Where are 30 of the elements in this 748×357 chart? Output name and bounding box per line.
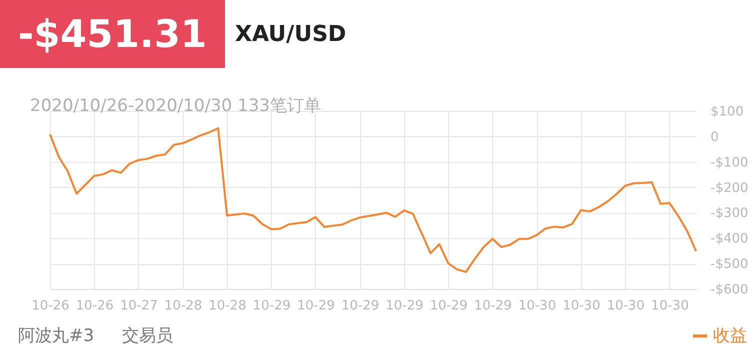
x-tick-label: 10-28 bbox=[208, 298, 246, 314]
y-tick-label: -$100 bbox=[710, 155, 748, 170]
x-tick-label: 10-26 bbox=[32, 298, 70, 314]
legend-label: 收益 bbox=[713, 326, 747, 346]
y-tick-label: 0 bbox=[710, 130, 719, 145]
x-tick-label: 10-28 bbox=[164, 298, 202, 314]
x-tick-label: 10-29 bbox=[430, 298, 468, 314]
chart-subtitle: XAU/USD bbox=[235, 22, 346, 47]
y-tick-label: $100 bbox=[710, 104, 744, 120]
y-tick-label: -$300 bbox=[710, 206, 748, 222]
x-tick-label: 10-29 bbox=[386, 298, 424, 314]
x-tick-label: 10-29 bbox=[297, 298, 335, 314]
y-tick-label: -$200 bbox=[710, 180, 748, 196]
x-tick-label: 10-29 bbox=[341, 298, 380, 314]
y-tick-label: -$400 bbox=[710, 232, 748, 247]
x-tick-label: 10-27 bbox=[120, 298, 158, 314]
text: 阿波丸#3 bbox=[18, 326, 94, 346]
x-tick-label: 10-30 bbox=[606, 298, 645, 314]
chart-title: -$451.31 bbox=[0, 0, 225, 68]
y-tick-label: -$600 bbox=[710, 282, 748, 298]
x-tick-label: 10-30 bbox=[562, 298, 600, 314]
x-tick-label: 10-30 bbox=[518, 298, 556, 314]
x-tick-label: 10-29 bbox=[474, 298, 512, 314]
x-tick-label: 10-29 bbox=[252, 298, 291, 314]
annotation: 2020/10/26-2020/10/30 133笔订单 bbox=[30, 95, 321, 117]
x-tick-label: 10-30 bbox=[651, 298, 689, 314]
y-tick-label: -$500 bbox=[710, 257, 748, 272]
x-tick-label: 10-26 bbox=[76, 298, 114, 314]
text: 交易员 bbox=[122, 326, 174, 346]
line-series bbox=[49, 127, 697, 273]
